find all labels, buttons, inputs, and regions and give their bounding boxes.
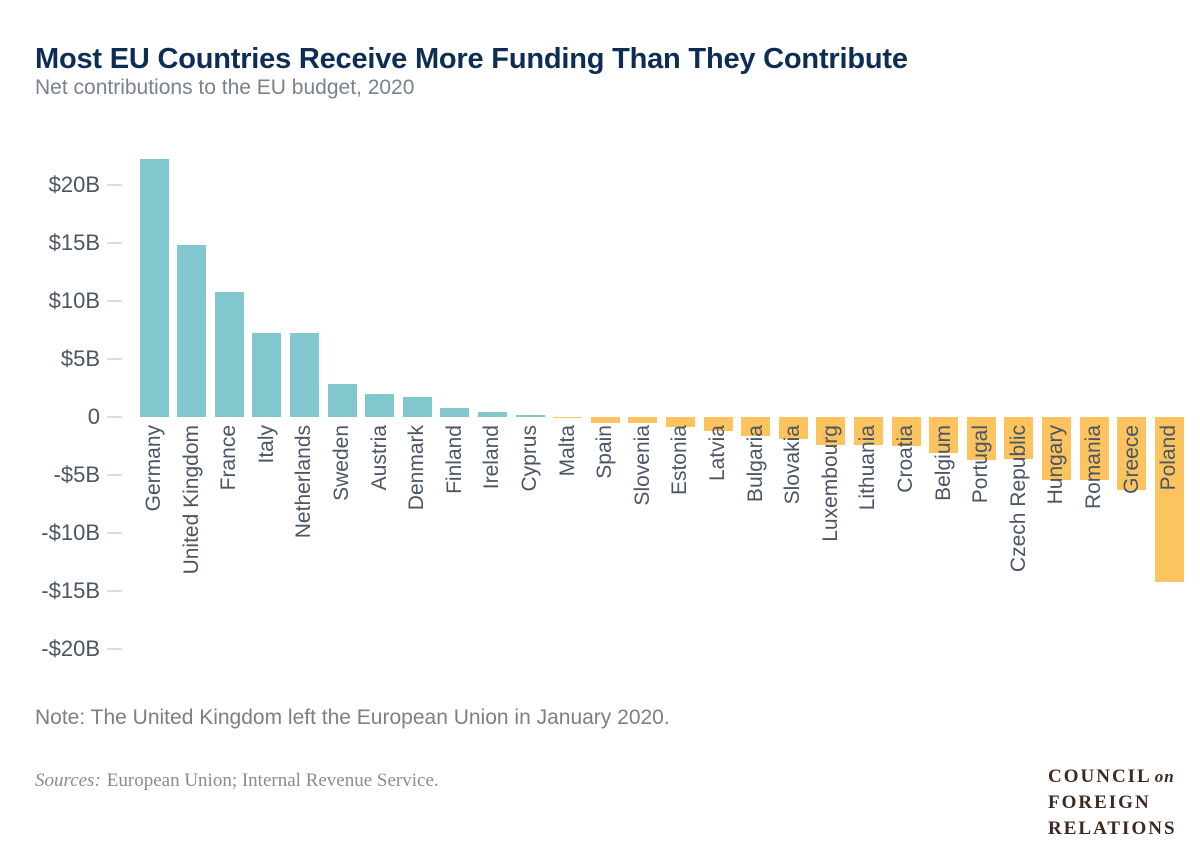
bar: [1117, 417, 1147, 491]
cfr-logo-line3: RELATIONS: [1048, 818, 1177, 839]
x-axis-country-label: Italy: [254, 425, 278, 464]
y-axis-tick-label: $15B: [48, 229, 100, 255]
bar: [590, 417, 620, 423]
bar: [252, 333, 282, 417]
y-axis-tick-label: -$15B: [41, 578, 100, 604]
cfr-logo-line2: FOREIGN: [1048, 792, 1151, 813]
y-axis-tick-mark: [107, 416, 122, 418]
x-axis-country-label: Denmark: [405, 425, 429, 511]
x-axis-country-label: Greece: [1119, 425, 1143, 494]
x-axis-country-label: United Kingdom: [179, 425, 203, 575]
cfr-logo-on: on: [1154, 767, 1175, 786]
bar: [553, 417, 583, 419]
x-axis-country-label: Ireland: [480, 425, 504, 490]
sources-text: European Union; Internal Revenue Service…: [106, 770, 439, 791]
cfr-logo-line1: COUNCIL on: [1048, 764, 1177, 790]
x-axis-country-label: Lithuania: [856, 425, 880, 511]
chart-sources: Sources: European Union; Internal Revenue…: [35, 770, 439, 792]
x-axis-country-label: Romania: [1082, 425, 1105, 510]
bar: [628, 417, 658, 423]
bar: [139, 159, 169, 417]
chart-title: Most EU Countries Receive More Funding T…: [35, 43, 908, 76]
y-axis-tick-label: $5B: [60, 345, 100, 371]
x-axis-country-label: Spain: [593, 425, 617, 479]
x-axis-country-label: Malta: [555, 425, 579, 477]
bar: [665, 417, 695, 428]
bar: [778, 417, 808, 440]
x-axis-country-label: Czech Republic: [1006, 425, 1030, 573]
bar: [327, 384, 357, 417]
x-axis-country-label: Slovenia: [630, 425, 654, 506]
bar: [440, 407, 470, 417]
bar: [177, 245, 207, 417]
y-axis-tick-mark: [107, 299, 122, 302]
y-axis-tick-mark: [107, 474, 122, 477]
bar: [402, 397, 432, 417]
bar: [891, 417, 921, 447]
chart-subtitle: Net contributions to the EU budget, 2020: [35, 76, 415, 99]
x-axis-country-label: Finland: [442, 425, 466, 494]
x-axis-country-label: Portugal: [969, 425, 993, 504]
bar: [477, 412, 507, 417]
bar: [1154, 417, 1184, 582]
cfr-logo-council: COUNCIL: [1048, 766, 1152, 787]
bar: [214, 291, 244, 417]
x-axis-country-label: Hungary: [1044, 425, 1068, 505]
y-axis-tick-label: $20B: [48, 171, 100, 197]
bar: [703, 417, 733, 431]
x-axis-country-label: Poland: [1157, 425, 1181, 491]
y-axis-tick-mark: [107, 590, 122, 593]
bar: [515, 414, 545, 417]
bar: [365, 393, 395, 417]
bar: [741, 417, 771, 436]
y-axis-tick-label: -$10B: [41, 520, 100, 546]
x-axis-country-label: Netherlands: [292, 425, 316, 539]
chart-note: Note: The United Kingdom left the Europe…: [35, 706, 670, 729]
bar: [1079, 417, 1109, 480]
y-axis-tick-label: $10B: [48, 287, 100, 313]
x-axis-country-label: Cyprus: [518, 425, 541, 492]
y-axis-tick-mark: [107, 357, 122, 360]
x-axis-country-label: Austria: [367, 425, 391, 491]
bar: [816, 417, 846, 445]
x-axis-country-label: Germany: [142, 425, 165, 512]
bar: [853, 417, 883, 445]
y-axis-tick-label: -$5B: [53, 462, 100, 488]
bar: [966, 417, 996, 460]
bar: [929, 417, 959, 454]
x-axis-country-label: Croatia: [894, 425, 917, 493]
x-axis-country-label: France: [217, 425, 241, 491]
bar: [1041, 417, 1071, 480]
x-axis-country-label: Latvia: [706, 425, 729, 482]
y-axis-tick-mark: [107, 648, 122, 651]
y-axis-tick-mark: [107, 532, 122, 535]
x-axis-country-label: Luxembourg: [818, 425, 842, 542]
x-axis-country-label: Estonia: [668, 425, 692, 496]
x-axis-country-label: Bulgaria: [743, 425, 767, 503]
x-axis-country-label: Sweden: [330, 425, 353, 501]
bar: [1004, 417, 1034, 459]
y-axis-tick-label: -$20B: [41, 636, 100, 662]
x-axis-country-label: Belgium: [931, 425, 955, 501]
bar: [289, 333, 319, 417]
cfr-logo: COUNCIL on FOREIGN RELATIONS: [1048, 764, 1177, 842]
y-axis-tick-label: 0: [87, 404, 100, 429]
y-axis-tick-mark: [107, 183, 122, 186]
x-axis-country-label: Slovakia: [781, 425, 805, 505]
sources-label: Sources:: [35, 770, 101, 791]
y-axis-tick-mark: [107, 241, 122, 244]
